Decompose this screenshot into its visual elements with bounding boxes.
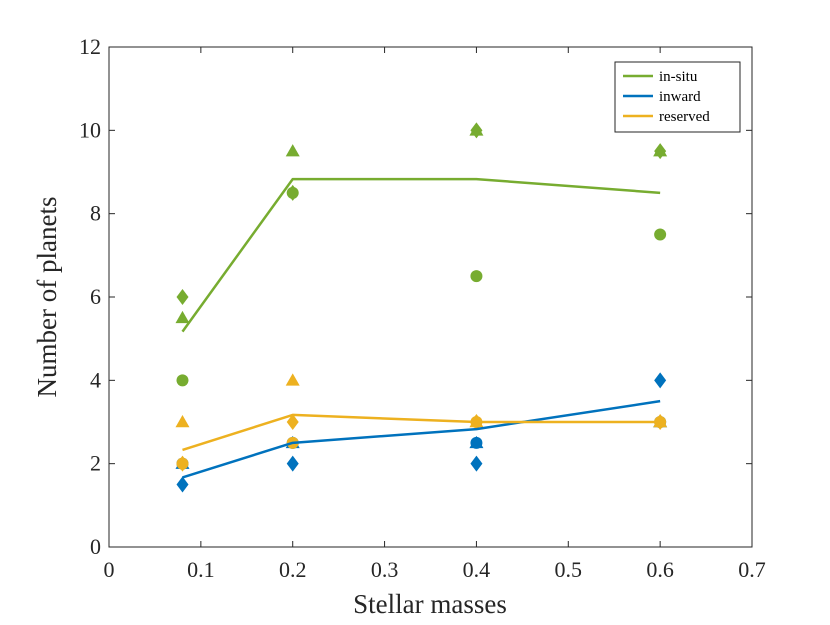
inward-diamond-marker [470,455,483,472]
in-situ-triangle-marker [285,144,300,157]
y-tick-label: 12 [79,34,101,59]
legend-label-in-situ: in-situ [659,69,698,85]
in-situ-line [181,177,661,333]
y-tick-label: 4 [90,367,101,392]
y-tick-label: 6 [90,284,101,309]
x-tick-label: 0.3 [371,557,399,582]
y-tick-label: 10 [79,117,101,142]
inward-triangle-marker [469,435,484,449]
legend-label-inward: inward [659,89,701,105]
x-tick-label: 0.6 [646,557,674,582]
x-tick-label: 0.4 [463,557,491,582]
y-tick-label: 0 [90,534,101,559]
x-tick-label: 0 [104,557,115,582]
x-tick-label: 0.1 [187,557,215,582]
in-situ-circle-marker [470,270,483,283]
reserved-triangle-marker [285,373,300,386]
x-tick-label: 0.7 [738,557,766,582]
in-situ-diamond-marker [286,184,299,201]
y-tick-label: 2 [90,451,101,476]
y-tick-label: 8 [90,201,101,226]
in-situ-diamond-marker [470,122,483,139]
in-situ-diamond-marker [176,289,189,305]
inward-diamond-marker [286,455,299,472]
inward-line [182,399,661,479]
in-situ-diamond-marker [654,143,667,160]
reserved-diamond-marker [286,414,299,430]
x-tick-label: 0.5 [555,557,583,582]
series-in-situ [175,122,668,387]
x-axis-label: Stellar masses [353,589,507,619]
x-tick-label: 0.2 [279,557,307,582]
in-situ-circle-marker [176,374,189,387]
inward-diamond-marker [176,476,189,493]
in-situ-triangle-marker [175,310,190,324]
reserved-triangle-marker [175,415,190,428]
legend: in-situ inward reserved [614,61,741,133]
reserved-line [182,413,661,452]
inward-diamond-marker [654,372,667,389]
series-layer [175,122,668,493]
reserved-diamond-marker [176,455,189,472]
y-axis-label: Number of planets [32,197,62,398]
in-situ-circle-marker [654,228,667,241]
legend-label-reserved: reserved [659,109,710,125]
